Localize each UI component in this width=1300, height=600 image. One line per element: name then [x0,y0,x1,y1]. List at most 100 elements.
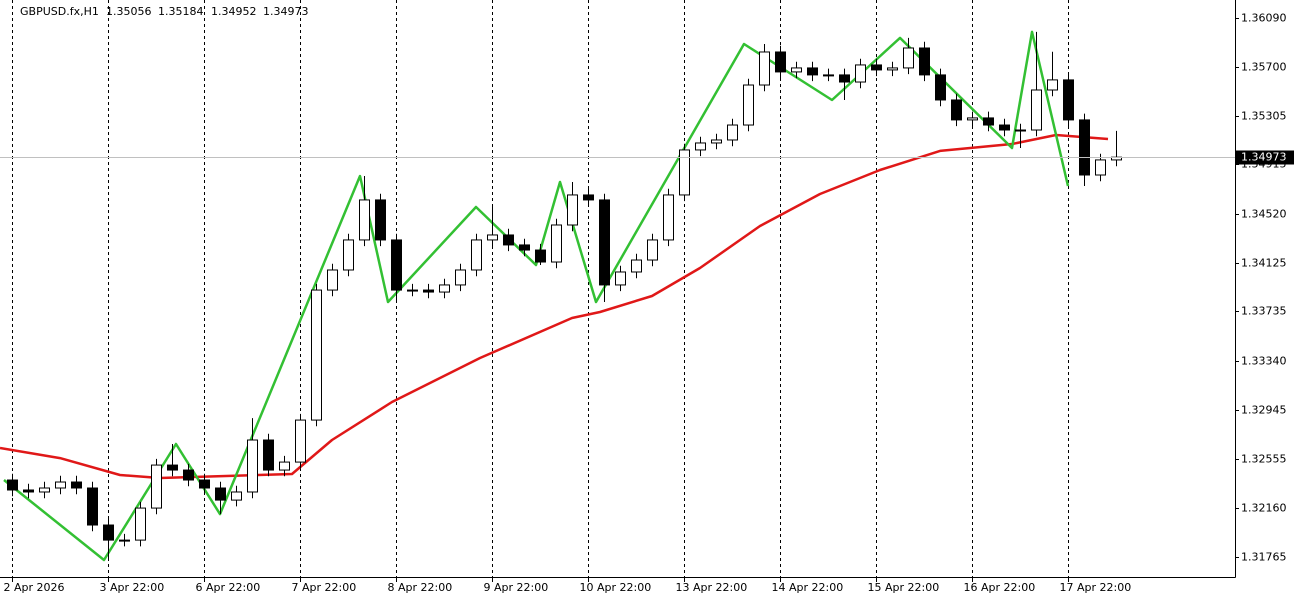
candle-body [391,239,402,291]
symbol: GBPUSD.fx,H1 [20,5,99,18]
x-tick-label: 14 Apr 22:00 [772,581,844,594]
candle-body [231,491,242,501]
candle-body [807,67,818,76]
header-close: 1.34973 [263,5,309,18]
candle-body [519,244,530,251]
x-tick-label: 8 Apr 22:00 [388,581,453,594]
candle-body [679,149,690,196]
y-tick-label: 1.32945 [1241,404,1287,417]
candle-body [471,239,482,271]
candle-body [919,47,930,76]
candle-body [871,64,882,71]
y-tick-label: 1.31765 [1241,551,1287,564]
x-tick-label: 9 Apr 22:00 [484,581,549,594]
candle-body [791,67,802,73]
header-high: 1.35184 [158,5,204,18]
x-tick-label: 10 Apr 22:00 [580,581,652,594]
y-tick-label: 1.32160 [1241,502,1287,515]
y-tick-label: 1.33340 [1241,355,1287,368]
candle-body [583,194,594,201]
candle-body [599,199,610,286]
candle-body [503,234,514,246]
x-tick-label: 13 Apr 22:00 [676,581,748,594]
x-tick-label: 3 Apr 22:00 [100,581,165,594]
candle-body [775,51,786,73]
y-tick-label: 1.34520 [1241,208,1287,221]
candle-body [647,239,658,261]
overlay-line [3,30,1070,562]
candle-body [135,507,146,541]
candle-body [1079,119,1090,176]
x-tick-label: 17 Apr 22:00 [1060,581,1132,594]
candle-body [887,67,898,71]
x-tick-label: 6 Apr 22:00 [196,581,261,594]
candle-body [695,142,706,151]
candle-body [87,487,98,526]
candle-body [823,74,834,77]
candle-body [55,481,66,489]
candle-body [247,439,258,493]
axis-layer: 2 Apr 2026 3 Apr 22:00 6 Apr 22:00 7 Apr 22… [0,12,1294,594]
candle-body [999,124,1010,131]
candle-body [839,74,850,83]
x-tick-label: 2 Apr 2026 [4,581,65,594]
candle-body [167,464,178,471]
x-tick-label: 16 Apr 22:00 [964,581,1036,594]
candle-body [1015,129,1026,132]
candle-body [855,64,866,83]
candle-body [23,489,34,493]
candle-body [295,419,306,463]
candle-body [759,51,770,86]
header-open: 1.35056 [106,5,152,18]
candle-body [487,234,498,241]
candle-body [183,469,194,481]
candle-body [215,487,226,501]
y-tick-label: 1.35305 [1241,110,1287,123]
candle-body [1031,89,1042,131]
candle-body [727,124,738,141]
candle-body [743,84,754,126]
candle-body [151,464,162,509]
candle-body [263,439,274,471]
candle-body [71,481,82,489]
candle-body [567,194,578,226]
candle-body [1047,79,1058,91]
candle-body [903,47,914,69]
candle-body [711,139,722,144]
candle-body [327,269,338,291]
candle-layer [7,31,1122,561]
header-low: 1.34952 [211,5,257,18]
price-label-box [1236,150,1294,165]
candle-body [7,479,18,491]
candle-body [311,289,322,421]
candle-body [39,487,50,493]
candle-body [935,74,946,101]
candle-body [631,259,642,273]
candle-body [951,99,962,121]
candle-body [1063,79,1074,121]
candle-body [439,284,450,293]
x-tick-label: 7 Apr 22:00 [292,581,357,594]
candle-body [455,269,466,286]
candle-body [375,199,386,241]
x-tick-label: 15 Apr 22:00 [868,581,940,594]
y-tick-label: 1.35700 [1241,61,1287,74]
y-tick-label: 1.34125 [1241,257,1287,270]
candle-body [199,479,210,489]
candle-body [1095,159,1106,176]
candle-body [119,539,130,542]
candle-body [983,117,994,126]
y-tick-label: 1.33735 [1241,305,1287,318]
candle-body [967,117,978,121]
candle-body [359,199,370,241]
candle-body [663,194,674,241]
candle-body [615,271,626,286]
candle-body [535,249,546,263]
y-tick-label: 1.36090 [1241,12,1287,25]
candle-body [343,239,354,271]
candle-body [407,289,418,292]
candle-body [551,224,562,263]
